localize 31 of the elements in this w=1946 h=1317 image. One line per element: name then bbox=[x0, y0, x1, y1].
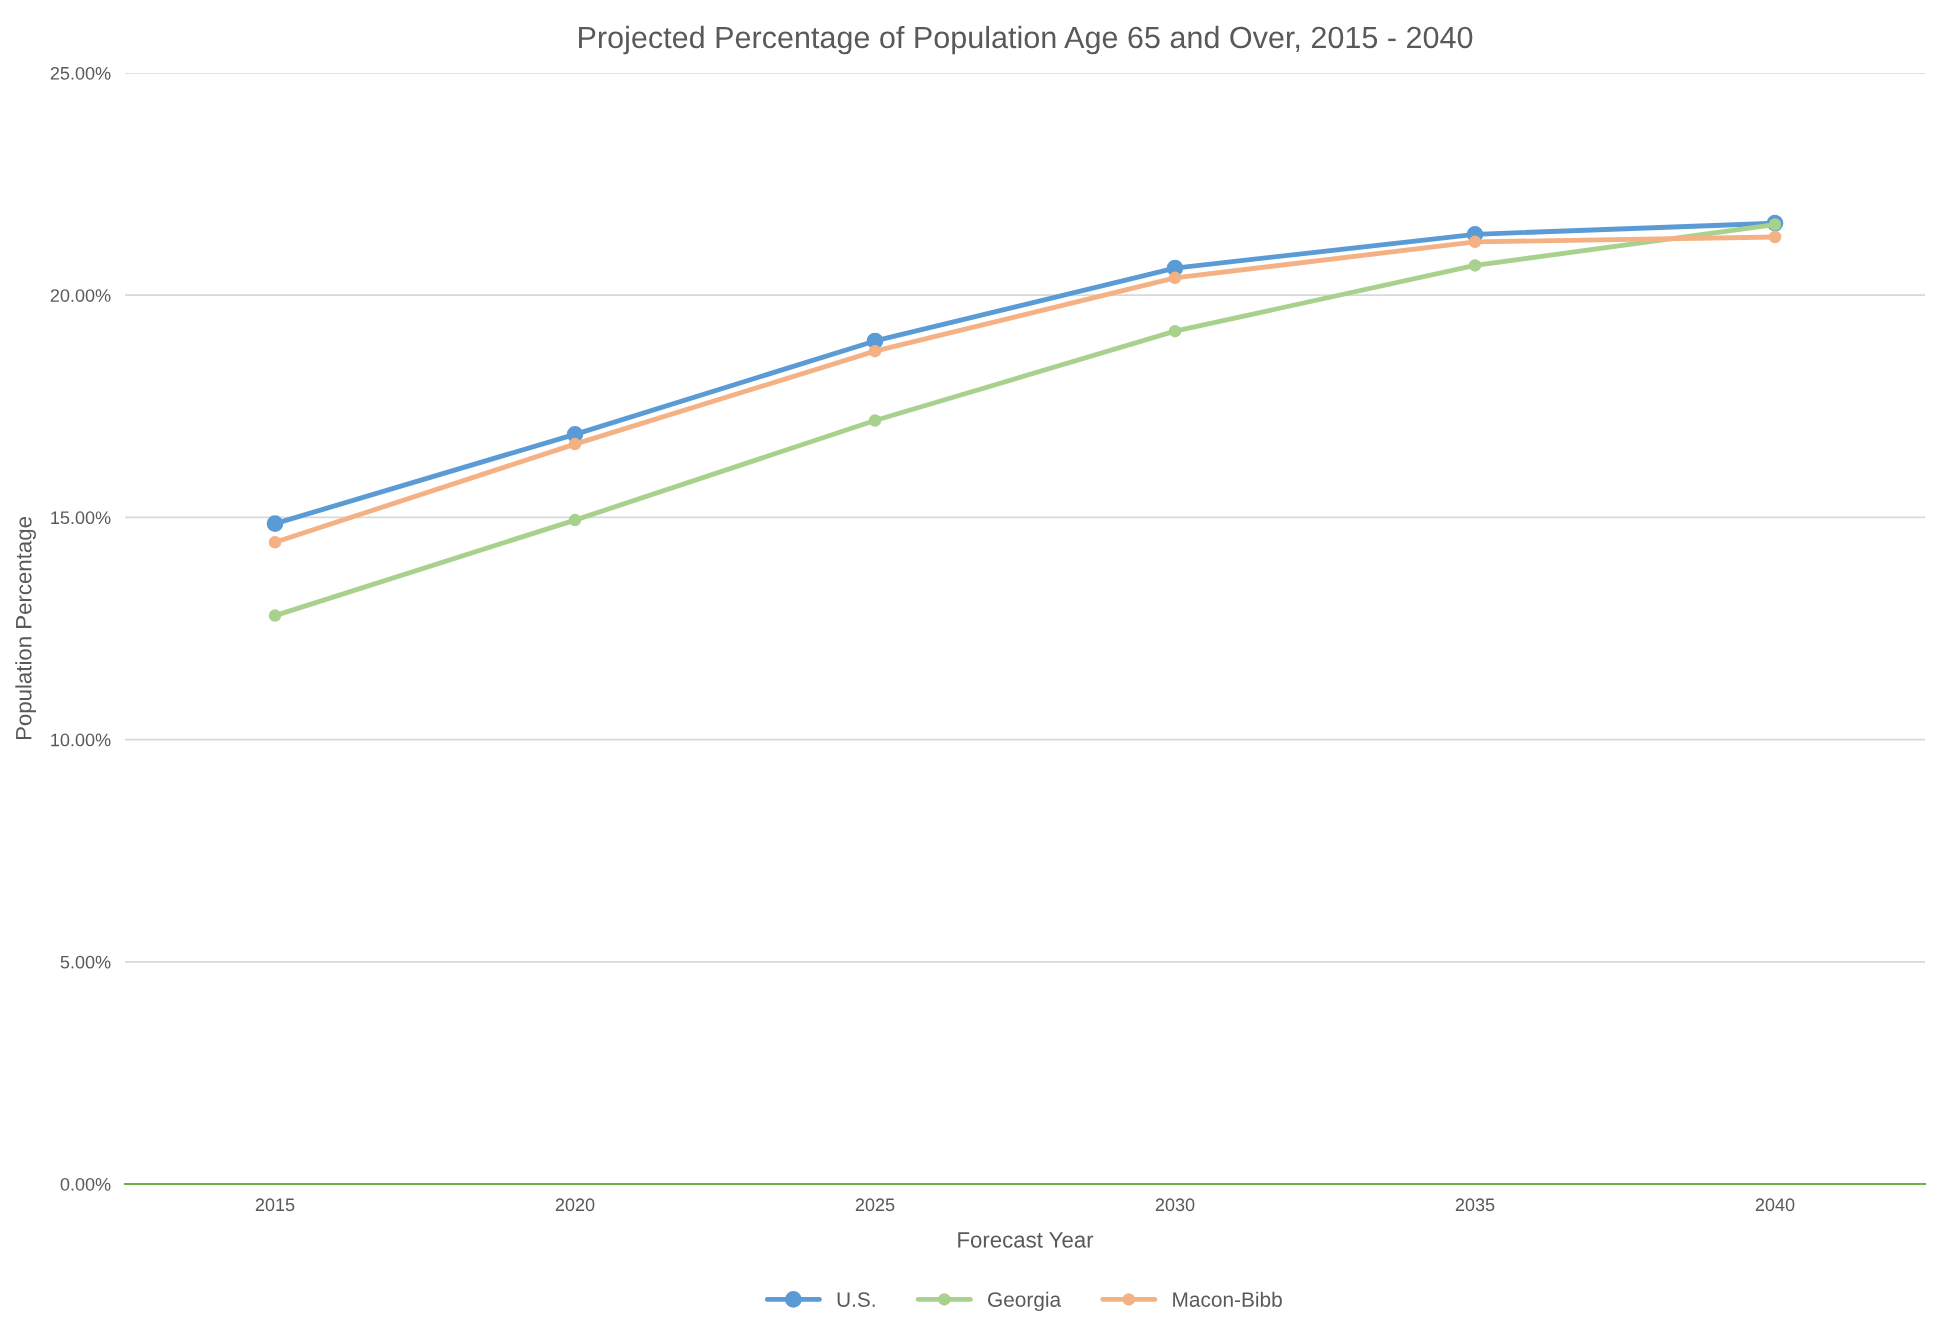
y-tick-label: 0.00% bbox=[60, 1177, 111, 1191]
point bbox=[868, 344, 882, 358]
legend-label: Georgia bbox=[988, 1291, 1062, 1312]
point bbox=[568, 437, 582, 451]
x-tick-label: 2015 bbox=[255, 1198, 295, 1212]
point bbox=[266, 515, 284, 532]
x-tick-label: 2030 bbox=[1155, 1198, 1195, 1212]
y-axis-title: Population Percentage bbox=[15, 517, 36, 740]
y-tick-label: 25.00% bbox=[50, 66, 111, 80]
point bbox=[268, 536, 282, 549]
point bbox=[1168, 271, 1182, 285]
point bbox=[868, 414, 882, 427]
legend-label: Macon-Bibb bbox=[1173, 1291, 1282, 1307]
point bbox=[268, 609, 282, 622]
y-tick-label: 5.00% bbox=[60, 955, 111, 969]
point bbox=[1768, 218, 1782, 231]
y-tick-label: 20.00% bbox=[50, 289, 111, 302]
y-tick-label: 10.00% bbox=[51, 733, 111, 747]
chart-title: Projected Percentage of Population Age 65 and Over, 2015 - 2040 bbox=[579, 25, 1473, 55]
legend-label: U.S. bbox=[837, 1292, 875, 1307]
point bbox=[1468, 259, 1482, 272]
point bbox=[1168, 324, 1182, 338]
x-axis-title: Forecast Year bbox=[958, 1232, 1094, 1248]
x-tick-label: 2040 bbox=[1755, 1198, 1795, 1212]
point bbox=[1768, 230, 1782, 244]
y-tick-label: 15.00% bbox=[51, 511, 111, 525]
x-tick-label: 2035 bbox=[1455, 1198, 1495, 1212]
point bbox=[568, 513, 582, 527]
x-tick-label: 2025 bbox=[855, 1198, 895, 1212]
x-tick-label: 2020 bbox=[555, 1198, 595, 1212]
point bbox=[1468, 235, 1482, 249]
